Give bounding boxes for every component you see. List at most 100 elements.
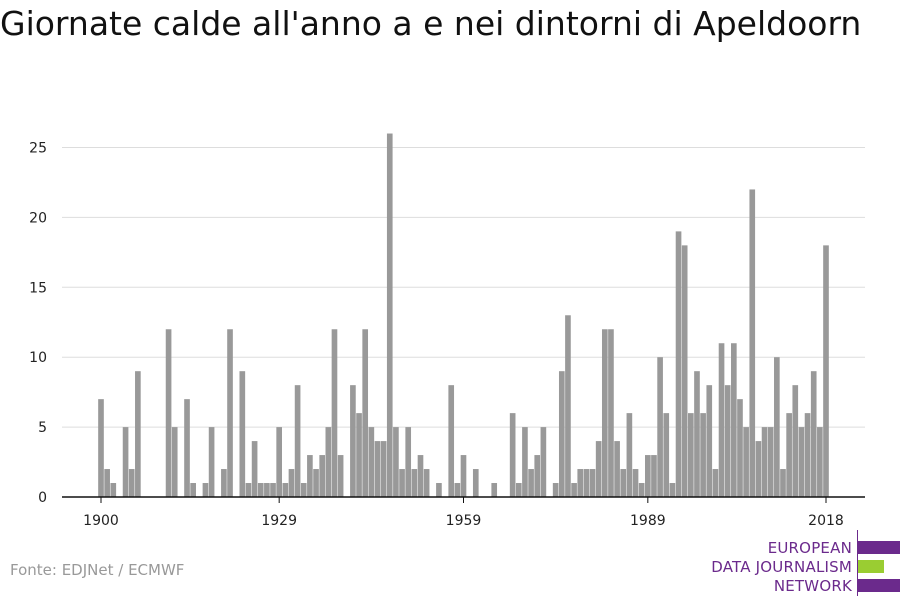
bar-1989 [645, 455, 651, 497]
bar-1914 [184, 399, 190, 497]
bar-1915 [190, 483, 196, 497]
source-note: Fonte: EDJNet / ECMWF [10, 561, 185, 579]
y-tick-label: 10 [29, 350, 47, 366]
bar-1926 [257, 483, 264, 497]
bar-1930 [282, 483, 289, 497]
y-tick-label: 0 [38, 490, 47, 506]
bar-1924 [245, 483, 252, 497]
bar-1937 [325, 427, 332, 497]
bar-2007 [755, 441, 762, 497]
bar-1974 [552, 483, 559, 497]
bar-1918 [208, 427, 215, 497]
bar-1942 [356, 413, 362, 497]
bar-1980 [589, 469, 596, 497]
x-tick-label: 1929 [261, 513, 297, 529]
bar-1993 [669, 483, 676, 497]
bar-1967 [509, 413, 516, 497]
logo-line-network: NETWORK [773, 577, 852, 595]
bar-1944 [368, 427, 375, 497]
bar-1977 [571, 483, 577, 497]
bar-2017 [817, 427, 823, 497]
bar-1984 [614, 441, 620, 497]
bar-1929 [276, 427, 282, 497]
bar-1920 [221, 469, 227, 497]
bar-1904 [122, 427, 129, 497]
bar-1979 [583, 469, 590, 497]
bar-1957 [448, 385, 455, 497]
bar-2008 [761, 427, 768, 497]
bar-1959 [460, 455, 467, 497]
bar-1923 [239, 371, 246, 497]
y-tick-label: 20 [29, 210, 47, 226]
bar-1906 [135, 371, 141, 497]
bar-1947 [386, 133, 393, 497]
logo-bar-1 [858, 541, 900, 554]
bar-1932 [294, 385, 301, 497]
y-tick-label: 15 [29, 280, 47, 296]
bar-1970 [528, 469, 534, 497]
bar-2009 [767, 427, 774, 497]
bar-2005 [743, 427, 749, 497]
bar-2012 [786, 413, 792, 497]
x-tick-label: 1989 [630, 513, 666, 529]
bar-1900 [98, 399, 104, 497]
bar-1925 [251, 441, 258, 497]
bar-1992 [663, 413, 670, 497]
bar-2015 [804, 413, 811, 497]
x-axis-ticks: 1900 1929 1959 1989 2018 [83, 497, 844, 529]
bar-1990 [651, 455, 657, 497]
bar-2000 [712, 469, 719, 497]
bars [98, 133, 829, 497]
bar-1921 [227, 329, 233, 497]
bar-1938 [331, 329, 338, 497]
bar-1975 [558, 371, 565, 497]
bar-1994 [675, 231, 682, 497]
grid-lines [62, 147, 865, 428]
logo-line-data-journalism: DATA JOURNALISM [711, 558, 852, 576]
y-tick-label: 25 [29, 141, 47, 157]
bar-1951 [411, 469, 418, 497]
bar-2003 [731, 343, 737, 497]
bar-1945 [374, 441, 381, 497]
bar-1931 [288, 469, 295, 497]
bar-1982 [601, 329, 608, 497]
chart-title: Giornate calde all'anno a e nei dintorni… [0, 4, 862, 43]
bar-2001 [718, 343, 725, 497]
bar-1971 [534, 455, 541, 497]
bar-1950 [405, 427, 412, 497]
bar-1991 [657, 357, 663, 497]
bar-1998 [700, 413, 706, 497]
bar-1988 [638, 483, 645, 497]
bar-1912 [171, 427, 178, 497]
bar-1953 [423, 469, 430, 497]
bar-1927 [264, 483, 270, 497]
logo-line-european: EUROPEAN [767, 539, 852, 557]
x-tick-label: 2018 [808, 513, 844, 529]
bar-2011 [780, 469, 786, 497]
bar-1958 [454, 483, 461, 497]
bar-1936 [319, 455, 326, 497]
bar-2006 [749, 189, 756, 497]
bar-1935 [313, 469, 319, 497]
bar-1997 [694, 371, 700, 497]
bar-1978 [577, 469, 584, 497]
bar-2016 [810, 371, 817, 497]
bar-1969 [522, 427, 528, 497]
bar-2002 [724, 385, 731, 497]
bar-1986 [626, 413, 633, 497]
bar-2013 [792, 385, 799, 497]
bar-2010 [774, 357, 780, 497]
bar-1946 [380, 441, 387, 497]
bar-1928 [270, 483, 276, 497]
bar-1981 [595, 441, 602, 497]
bar-1905 [128, 469, 135, 497]
x-tick-label: 1900 [83, 513, 119, 529]
bar-1964 [491, 483, 498, 497]
bar-1901 [104, 469, 110, 497]
bar-1972 [540, 427, 547, 497]
bar-1985 [620, 469, 627, 497]
x-tick-label: 1959 [446, 513, 482, 529]
bar-1996 [688, 413, 694, 497]
bar-1999 [706, 385, 713, 497]
logo-bar-3 [858, 579, 900, 592]
